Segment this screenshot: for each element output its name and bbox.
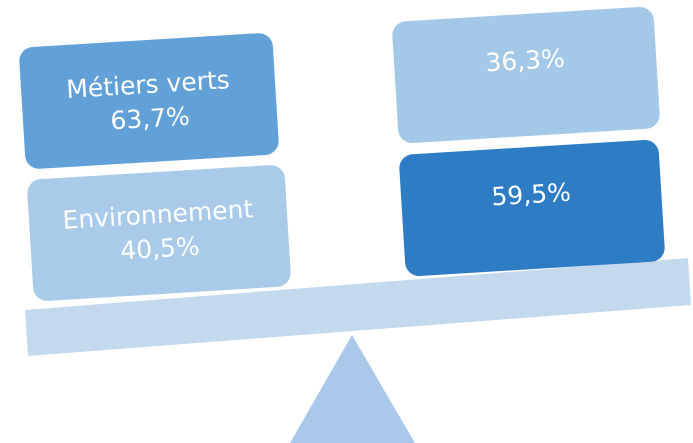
box-bg (392, 6, 660, 144)
box-value: 36,3% (485, 44, 566, 78)
box-value: 59,5% (491, 178, 572, 212)
box-value: 40,5% (119, 232, 200, 266)
box: Environnement 40,5% (27, 165, 291, 301)
box: Métiers verts 63,7% (19, 33, 279, 169)
beam (25, 258, 691, 356)
box-bg (27, 165, 291, 301)
fulcrum (290, 335, 415, 443)
box: 59,5% (399, 140, 665, 276)
box: 36,3% (392, 6, 660, 144)
box-bg (19, 33, 279, 169)
box-bg (399, 140, 665, 276)
box-value: 63,7% (110, 102, 191, 136)
